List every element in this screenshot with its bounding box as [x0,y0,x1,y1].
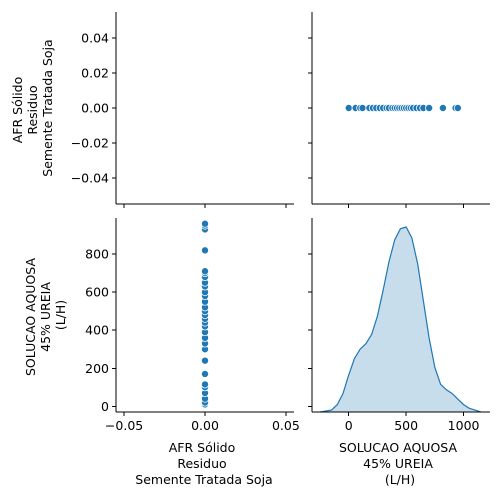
panel-ureia-vs-afr-x-tick-label: 0.00 [191,418,219,433]
panel-ureia-vs-afr-points [201,220,208,408]
panel-ureia-vs-afr-x-tick-label: 0.05 [272,418,300,433]
x-axis-title-ureia-line-1: SOLUCAO AQUOSA [339,440,457,455]
afr-vs-ureia-point [454,104,461,111]
panel-afr-vs-ureia-y-ticks [308,38,312,178]
panel-ureia-kde-x-tick-label: 0 [345,418,353,433]
panel-afr-vs-afr-y-tick-label: 0.00 [81,101,109,116]
ureia-vs-afr-point [201,268,208,275]
panel-ureia-kde: 0 500 1000 [308,218,490,433]
panel-ureia-vs-afr: 0 200 400 600 800 −0.05 0.00 0.05 [85,218,300,433]
ureia-vs-afr-point [201,370,208,377]
y-axis-title-ureia-line-1: SOLUCAO AQUOSA [23,258,38,376]
panel-afr-vs-ureia-points [345,104,461,111]
afr-vs-ureia-point [359,104,366,111]
x-axis-title-afr: AFR Sólido Residuo Semente Tratada Soja [135,440,272,487]
x-axis-title-afr-line-2: Residuo [177,456,226,471]
panel-ureia-vs-afr-y-tick-label: 200 [85,361,109,376]
x-axis-title-ureia: SOLUCAO AQUOSA 45% UREIA (L/H) [339,440,461,487]
panel-ureia-vs-afr-x-ticks: −0.05 0.00 0.05 [105,412,300,433]
y-axis-title-ureia: SOLUCAO AQUOSA 45% UREIA (L/H) [23,254,68,376]
panel-ureia-kde-x-ticks: 0 500 1000 [345,412,480,433]
panel-afr-vs-afr-y-ticks: −0.04 −0.02 0.00 0.02 0.04 [71,31,116,186]
y-axis-title-afr-line-1: AFR Sólido [10,77,25,144]
panel-ureia-vs-afr-y-tick-label: 0 [101,399,109,414]
panel-ureia-kde-x-tick-label: 500 [394,418,418,433]
panel-ureia-vs-afr-y-tick-label: 600 [85,285,109,300]
afr-vs-ureia-point [345,104,352,111]
ureia-vs-afr-point [201,381,208,388]
panel-ureia-vs-afr-y-tick-label: 800 [85,247,109,262]
panel-afr-vs-afr-y-tick-label: 0.02 [81,66,109,81]
y-axis-title-afr: AFR Sólido Residuo Semente Tratada Soja [10,39,55,176]
panel-afr-vs-afr-y-tick-label: 0.04 [81,31,109,46]
panel-afr-vs-afr-x-ticks [124,204,286,208]
panel-ureia-kde-y-ticks [308,254,312,406]
x-axis-title-afr-line-1: AFR Sólido [169,440,236,455]
x-axis-title-afr-line-3: Semente Tratada Soja [135,472,272,487]
panel-afr-vs-ureia-x-ticks [349,204,464,208]
ureia-vs-afr-point [201,220,208,227]
panel-ureia-vs-afr-x-tick-label: −0.05 [105,418,143,433]
y-axis-title-ureia-line-2: 45% UREIA [38,282,53,352]
panel-ureia-kde-x-tick-label: 1000 [448,418,480,433]
panel-ureia-vs-afr-y-tick-label: 400 [85,323,109,338]
x-axis-title-ureia-line-2: 45% UREIA [363,456,433,471]
afr-vs-ureia-point [439,104,446,111]
y-axis-title-ureia-line-3: (L/H) [53,300,68,330]
y-axis-title-afr-line-2: Residuo [25,85,40,134]
panel-ureia-vs-afr-y-ticks: 0 200 400 600 800 [85,247,116,414]
y-axis-title-afr-line-3: Semente Tratada Soja [40,39,55,176]
afr-vs-ureia-point [426,104,433,111]
ureia-vs-afr-point [201,357,208,364]
panel-afr-vs-ureia [308,12,490,208]
panel-afr-vs-afr-y-tick-label: −0.04 [71,170,109,185]
kde-area [320,227,481,412]
panel-afr-vs-afr: −0.04 −0.02 0.00 0.02 0.04 [71,12,294,208]
ureia-vs-afr-point [201,247,208,254]
panel-afr-vs-afr-y-tick-label: −0.02 [71,135,109,150]
x-axis-title-ureia-line-3: (L/H) [385,472,415,487]
